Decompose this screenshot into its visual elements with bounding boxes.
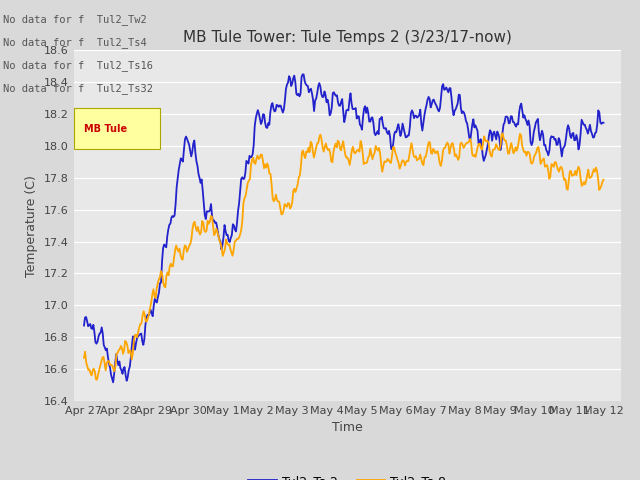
Tul2_Ts-8 [93, 377, 101, 383]
Tul2_Ts-2 [392, 129, 399, 134]
Tul2_Ts-2 [364, 105, 371, 110]
Text: No data for f  Tul2_Ts16: No data for f Tul2_Ts16 [3, 60, 153, 71]
Tul2_Ts-8 [463, 140, 470, 145]
Tul2_Ts-2 [332, 93, 340, 99]
Legend: Tul2_Ts-2, Tul2_Ts-8: Tul2_Ts-2, Tul2_Ts-8 [243, 469, 451, 480]
Title: MB Tule Tower: Tule Temps 2 (3/23/17-now): MB Tule Tower: Tule Temps 2 (3/23/17-now… [183, 30, 511, 45]
Tul2_Ts-2 [80, 323, 88, 328]
Line: Tul2_Ts-8: Tul2_Ts-8 [84, 133, 604, 380]
Tul2_Ts-8 [300, 153, 308, 158]
Tul2_Ts-8 [243, 187, 250, 192]
Tul2_Ts-8 [397, 163, 404, 169]
Y-axis label: Temperature (C): Temperature (C) [26, 175, 38, 276]
Line: Tul2_Ts-2: Tul2_Ts-2 [84, 74, 604, 383]
Text: MB Tule: MB Tule [84, 124, 127, 134]
Tul2_Ts-2 [600, 120, 607, 126]
Text: No data for f  Tul2_Tw2: No data for f Tul2_Tw2 [3, 13, 147, 24]
Tul2_Ts-2 [329, 90, 337, 96]
Tul2_Ts-2 [589, 135, 597, 141]
Tul2_Ts-8 [80, 355, 88, 360]
Tul2_Ts-8 [372, 143, 380, 149]
Tul2_Ts-2 [109, 380, 117, 385]
Tul2_Ts-2 [299, 72, 307, 77]
Tul2_Ts-8 [600, 177, 607, 182]
X-axis label: Time: Time [332, 421, 363, 434]
Text: No data for f  Tul2_Ts32: No data for f Tul2_Ts32 [3, 83, 153, 94]
Text: No data for f  Tul2_Ts4: No data for f Tul2_Ts4 [3, 36, 147, 48]
Tul2_Ts-8 [499, 131, 506, 136]
Tul2_Ts-2 [508, 114, 516, 120]
Tul2_Ts-8 [554, 167, 562, 173]
